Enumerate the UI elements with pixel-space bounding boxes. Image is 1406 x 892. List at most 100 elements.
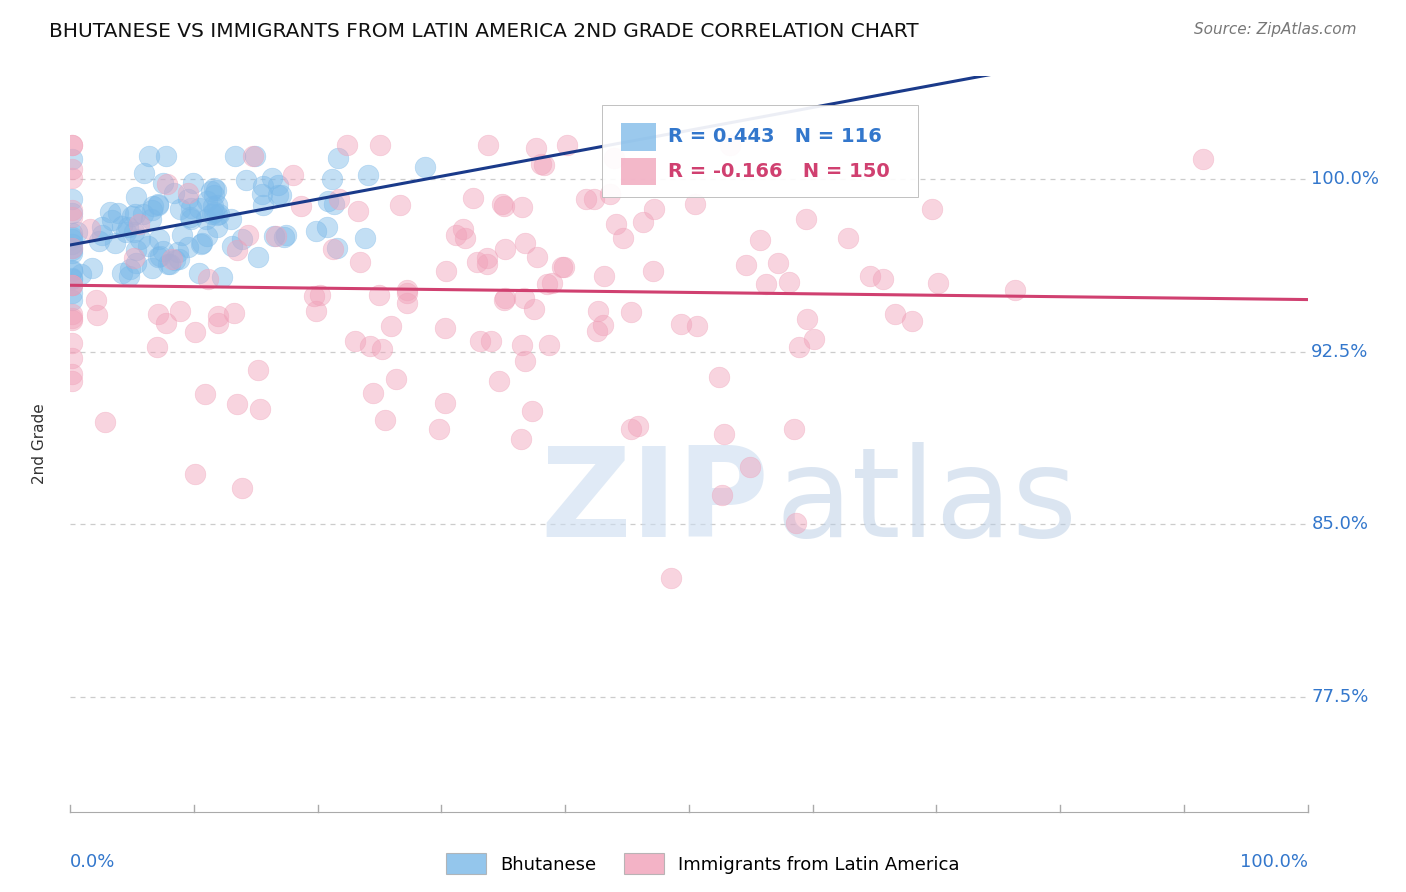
Point xyxy=(659,571,682,585)
Point xyxy=(326,151,349,165)
Point xyxy=(120,261,142,276)
Point xyxy=(87,234,110,248)
Point xyxy=(219,211,242,226)
Point xyxy=(276,227,298,242)
Point xyxy=(107,206,129,220)
Point xyxy=(205,208,228,222)
Point xyxy=(783,422,806,436)
Point xyxy=(446,227,468,242)
Text: atlas: atlas xyxy=(776,442,1077,563)
Point xyxy=(60,241,83,255)
Point xyxy=(111,219,134,234)
Point xyxy=(305,304,328,318)
Text: 100.0%: 100.0% xyxy=(1312,170,1379,188)
Point xyxy=(599,187,621,202)
Point xyxy=(202,180,225,194)
Legend: Bhutanese, Immigrants from Latin America: Bhutanese, Immigrants from Latin America xyxy=(447,854,959,874)
Point xyxy=(202,188,225,202)
Point xyxy=(1004,283,1026,297)
Point xyxy=(60,335,83,350)
Point xyxy=(354,231,377,245)
Point xyxy=(138,149,160,163)
Text: 100.0%: 100.0% xyxy=(1240,853,1308,871)
Point xyxy=(169,202,191,217)
Point xyxy=(224,305,246,319)
Point xyxy=(536,277,558,291)
Point xyxy=(367,288,389,302)
Point xyxy=(195,229,218,244)
Text: 92.5%: 92.5% xyxy=(1312,343,1368,360)
Point xyxy=(194,387,217,401)
Point xyxy=(231,232,253,246)
Point xyxy=(520,404,543,418)
Point xyxy=(60,241,83,255)
Point xyxy=(60,351,83,365)
Text: 0.0%: 0.0% xyxy=(70,853,115,871)
Point xyxy=(433,320,456,334)
Point xyxy=(204,204,226,219)
Point xyxy=(553,260,575,274)
Point xyxy=(60,244,83,258)
Point xyxy=(787,340,810,354)
Point xyxy=(322,197,344,211)
Point xyxy=(270,188,292,202)
Point xyxy=(180,201,202,215)
Point xyxy=(315,220,337,235)
Point xyxy=(555,137,578,152)
Point xyxy=(454,231,477,245)
Point xyxy=(226,243,249,257)
Point xyxy=(347,203,370,218)
Point xyxy=(211,269,233,284)
Point xyxy=(121,209,143,223)
Point xyxy=(125,256,148,270)
Point xyxy=(225,397,247,411)
Point xyxy=(146,307,169,321)
Point xyxy=(125,189,148,203)
Point xyxy=(252,198,274,212)
Point xyxy=(60,229,83,244)
Point xyxy=(155,316,177,330)
Point xyxy=(60,210,83,224)
Point xyxy=(80,260,103,275)
Point xyxy=(451,222,474,236)
Point xyxy=(921,202,943,217)
Point xyxy=(139,212,162,227)
Point xyxy=(60,307,83,321)
Point xyxy=(633,214,655,228)
Point xyxy=(1192,152,1215,166)
Text: R = 0.443   N = 116: R = 0.443 N = 116 xyxy=(668,128,882,146)
Point xyxy=(526,250,548,264)
Point xyxy=(149,249,172,263)
Point xyxy=(122,225,145,239)
Point xyxy=(60,272,83,286)
Point xyxy=(111,266,134,280)
Point xyxy=(129,232,152,246)
Text: ZIP: ZIP xyxy=(540,442,769,563)
Point xyxy=(60,205,83,219)
Point xyxy=(927,277,949,291)
Point xyxy=(575,192,598,206)
Point xyxy=(231,481,253,495)
Point xyxy=(494,242,516,256)
Text: 77.5%: 77.5% xyxy=(1312,688,1368,706)
Point xyxy=(266,229,288,244)
FancyBboxPatch shape xyxy=(621,123,655,151)
Point xyxy=(524,141,547,155)
Point xyxy=(491,197,513,211)
Point xyxy=(357,168,380,182)
Point xyxy=(592,269,614,284)
Point xyxy=(187,201,209,215)
Point xyxy=(60,137,83,152)
Point xyxy=(124,243,146,257)
Point xyxy=(533,158,555,172)
Point xyxy=(336,137,359,152)
Point xyxy=(163,252,186,267)
Point xyxy=(70,267,93,281)
Point xyxy=(194,211,217,226)
Point xyxy=(603,151,626,165)
Point xyxy=(101,213,124,227)
Point xyxy=(124,207,146,221)
Point xyxy=(155,149,177,163)
Point xyxy=(156,256,179,270)
Point xyxy=(117,219,139,234)
